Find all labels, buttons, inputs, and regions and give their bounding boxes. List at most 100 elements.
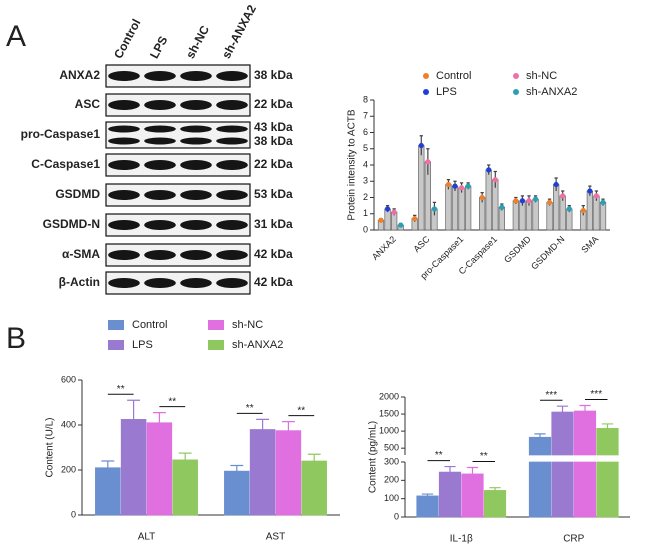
error-bar <box>307 453 321 468</box>
blot-band <box>144 220 176 230</box>
blot-band <box>144 190 176 200</box>
kda-label: 38 kDa <box>254 134 293 148</box>
blot-band <box>144 250 176 260</box>
panel-label: B <box>6 322 26 355</box>
blot-band <box>216 100 248 110</box>
error-bar <box>127 399 141 439</box>
blot-band <box>108 250 140 260</box>
blot-band <box>216 71 248 81</box>
blot-band <box>180 220 212 230</box>
legend-marker <box>513 73 519 79</box>
error-bar <box>534 433 546 441</box>
data-dot <box>458 185 465 191</box>
error-bar <box>579 404 591 417</box>
y-tick-label: 1000 <box>379 425 399 435</box>
error-bar <box>444 465 456 478</box>
kda-label: 22 kDa <box>254 97 293 111</box>
blot-band <box>144 278 176 288</box>
x-tick-label: GSDMD-N <box>529 234 566 271</box>
kda-label: 43 kDa <box>254 120 293 134</box>
y-tick-label: 0 <box>363 224 368 234</box>
significance-label: ** <box>117 384 125 395</box>
legend-label: Control <box>436 70 471 82</box>
blot-band <box>216 250 248 260</box>
bar <box>551 411 574 456</box>
bar <box>596 461 619 518</box>
bar <box>573 410 597 456</box>
bar <box>275 430 302 516</box>
significance-label: *** <box>590 389 602 400</box>
blot-band <box>108 137 140 145</box>
bar <box>95 467 121 516</box>
bar <box>498 206 505 231</box>
legend-marker <box>423 89 429 95</box>
blot-row-label: α-SMA <box>62 247 100 261</box>
blot-band <box>216 125 248 133</box>
y-tick-label: 3 <box>363 176 368 186</box>
data-dot <box>593 193 600 199</box>
error-bar <box>178 452 192 467</box>
legend-label: LPS <box>436 86 457 98</box>
data-dot <box>587 188 593 194</box>
blot-band <box>180 250 212 260</box>
bar <box>528 461 552 518</box>
legend-marker <box>513 89 519 95</box>
kda-label: 42 kDa <box>254 247 293 261</box>
error-bar <box>152 412 166 433</box>
y-axis-title: Protein intensity to ACTB <box>347 109 358 220</box>
blot-row-label: β-Actin <box>59 275 100 289</box>
legend-label: sh-NC <box>232 319 263 331</box>
bar <box>573 461 597 518</box>
data-dot <box>546 199 553 205</box>
blot-band <box>108 190 140 200</box>
blot-band <box>216 137 248 145</box>
data-dot <box>425 159 431 165</box>
data-dot <box>384 206 391 212</box>
legend-label: Control <box>132 319 167 331</box>
bar <box>438 471 462 518</box>
y-tick-label: 2000 <box>379 391 399 401</box>
bar <box>146 422 173 516</box>
blot-frame <box>105 153 251 177</box>
bar <box>416 495 439 518</box>
lane-label: sh-ANXA2 <box>219 2 259 61</box>
data-dot <box>486 167 492 173</box>
x-tick-label: ALT <box>138 532 156 543</box>
data-dot <box>499 204 505 210</box>
kda-label: 53 kDa <box>254 187 293 201</box>
y-tick-label: 300 <box>384 456 399 466</box>
blot-band <box>108 160 140 170</box>
bar <box>418 145 425 231</box>
data-dot <box>580 207 586 214</box>
blot-band <box>108 71 140 81</box>
data-dot <box>378 217 384 223</box>
y-tick-label: 600 <box>61 374 76 384</box>
axis-break <box>399 455 632 462</box>
blot-band <box>216 190 248 200</box>
y-tick-label: 7 <box>363 111 368 121</box>
bar <box>451 185 459 231</box>
blot-row-label: pro-Caspase1 <box>21 127 101 141</box>
kda-label: 38 kDa <box>254 68 293 82</box>
blot-frame <box>105 93 251 117</box>
blot-band <box>180 100 212 110</box>
error-bar <box>101 460 115 475</box>
bar <box>532 198 539 231</box>
bar <box>483 490 507 518</box>
bar <box>301 460 327 516</box>
significance-label: ** <box>480 451 488 462</box>
bar <box>512 200 519 231</box>
blot-band <box>180 137 212 145</box>
data-dot <box>465 183 471 189</box>
blot-row-label: GSDMD <box>55 187 100 201</box>
error-bar <box>421 493 434 498</box>
blot-band <box>216 220 248 230</box>
blot-band <box>216 278 248 288</box>
data-dot <box>445 181 452 188</box>
bar <box>586 190 593 231</box>
y-tick-label: 200 <box>384 475 399 485</box>
significance-label: ** <box>246 403 254 414</box>
data-dot <box>492 177 498 183</box>
significance-label: *** <box>545 390 557 401</box>
